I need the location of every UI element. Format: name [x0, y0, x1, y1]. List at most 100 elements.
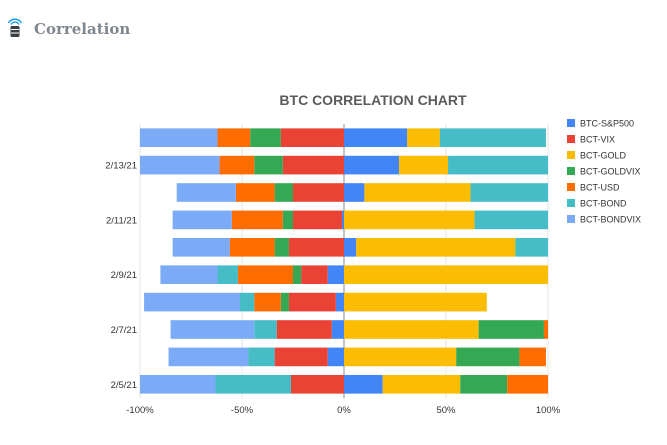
bar-segment: [344, 210, 475, 230]
bar-segment: [344, 155, 400, 175]
x-tick-label: -50%: [231, 405, 254, 416]
bar-segment: [235, 183, 275, 202]
legend-item: BCT-GOLD: [567, 151, 627, 161]
bar-segment: [288, 292, 336, 312]
legend-label: BCT-BOND: [580, 199, 627, 209]
bar-segment: [282, 155, 344, 175]
legend-swatch: [567, 167, 575, 175]
bar-segment: [293, 183, 344, 202]
bar-segment: [543, 320, 548, 339]
bar-segment: [160, 265, 218, 285]
bar-segment: [219, 155, 255, 175]
bar-segment: [331, 320, 344, 339]
chart-legend: BTC-S&P500 BCT-VIX BCT-GOLD BCT-GOLDVIX BCT-…: [567, 119, 641, 225]
bar-segment: [290, 374, 344, 394]
bar-segment: [293, 265, 302, 285]
bar-segment: [515, 237, 548, 257]
bar-segment: [254, 292, 281, 312]
bar-segment: [439, 128, 546, 148]
bar-segment: [140, 374, 216, 394]
bar-segment: [248, 347, 275, 367]
bar-segment: [293, 210, 342, 230]
x-tick-label: 100%: [536, 405, 561, 416]
bar-segment: [288, 237, 344, 257]
bar-segment: [519, 347, 546, 367]
legend-label: BTC-S&P500: [580, 119, 634, 129]
legend-swatch: [567, 135, 575, 143]
bar-segment: [144, 292, 240, 312]
y-tick-label: 2/7/21: [111, 325, 137, 336]
y-axis-labels: 2/13/21 2/11/21 2/9/21 2/7/21 2/5/21: [105, 161, 137, 391]
bar-segment: [274, 347, 328, 367]
legend-label: BCT-GOLD: [580, 151, 627, 161]
y-tick-label: 2/11/21: [106, 215, 137, 226]
bar-segment: [327, 265, 344, 285]
bar-segment: [344, 265, 548, 285]
bar-segment: [229, 237, 275, 257]
legend-item: BCT-BONDVIX: [567, 215, 641, 225]
bar-segment: [215, 374, 291, 394]
bar-segment: [140, 128, 218, 148]
legend-item: BCT-USD: [567, 183, 620, 193]
bar-segment: [274, 183, 293, 202]
bar-segment: [344, 374, 383, 394]
bar-segment: [448, 155, 548, 175]
bar-segment: [172, 237, 230, 257]
bar-segment: [344, 347, 457, 367]
bar-segment: [280, 128, 344, 148]
legend-item: BCT-BOND: [567, 199, 627, 209]
bar-segment: [254, 155, 283, 175]
x-tick-label: -100%: [126, 405, 154, 416]
y-tick-label: 2/5/21: [111, 380, 137, 391]
page-title: Correlation: [34, 20, 131, 38]
bar-segment: [172, 210, 232, 230]
bar-segment: [140, 155, 220, 175]
bar-segment: [168, 347, 249, 367]
bar-segment: [176, 183, 236, 202]
chart-title: BTC CORRELATION CHART: [279, 92, 467, 108]
bar-segment: [341, 210, 344, 230]
bar-segment: [344, 237, 357, 257]
bar-segment: [335, 292, 344, 312]
bar-segment: [250, 128, 281, 148]
legend-item: BCT-GOLDVIX: [567, 167, 641, 177]
bar-segment: [327, 347, 344, 367]
bar-segment: [399, 155, 449, 175]
legend-item: BTC-S&P500: [567, 119, 634, 129]
bar-segment: [460, 374, 508, 394]
bar-segment: [301, 265, 328, 285]
legend-label: BCT-BONDVIX: [580, 215, 641, 225]
bar-segment: [344, 128, 408, 148]
legend-label: BCT-USD: [580, 183, 620, 193]
bar-segment: [364, 183, 471, 202]
bar-segment: [456, 347, 520, 367]
chart-bars: [140, 128, 548, 394]
legend-label: BCT-VIX: [580, 135, 615, 145]
legend-label: BCT-GOLDVIX: [580, 167, 641, 177]
bar-segment: [276, 320, 332, 339]
legend-item: BCT-VIX: [567, 135, 615, 145]
bar-segment: [344, 320, 479, 339]
y-tick-label: 2/9/21: [111, 270, 137, 281]
bar-segment: [344, 292, 487, 312]
bar-segment: [356, 237, 516, 257]
bar-segment: [280, 292, 289, 312]
legend-swatch: [567, 119, 575, 127]
legend-swatch: [567, 215, 575, 223]
bar-segment: [239, 292, 255, 312]
bar-segment: [474, 210, 548, 230]
bar-segment: [274, 237, 289, 257]
bar-segment: [382, 374, 461, 394]
bar-segment: [231, 210, 283, 230]
app-header: Correlation: [0, 0, 667, 58]
bar-segment: [407, 128, 440, 148]
bar-segment: [344, 183, 365, 202]
btc-correlation-chart: BTC CORRELATION CHART 2/13/21 2/11/21 2/9/…: [105, 92, 641, 416]
bar-segment: [282, 210, 293, 230]
bar-segment: [507, 374, 548, 394]
legend-swatch: [567, 199, 575, 207]
bar-segment: [217, 265, 238, 285]
x-tick-label: 0%: [337, 405, 351, 416]
bar-segment: [237, 265, 293, 285]
bar-segment: [254, 320, 277, 339]
